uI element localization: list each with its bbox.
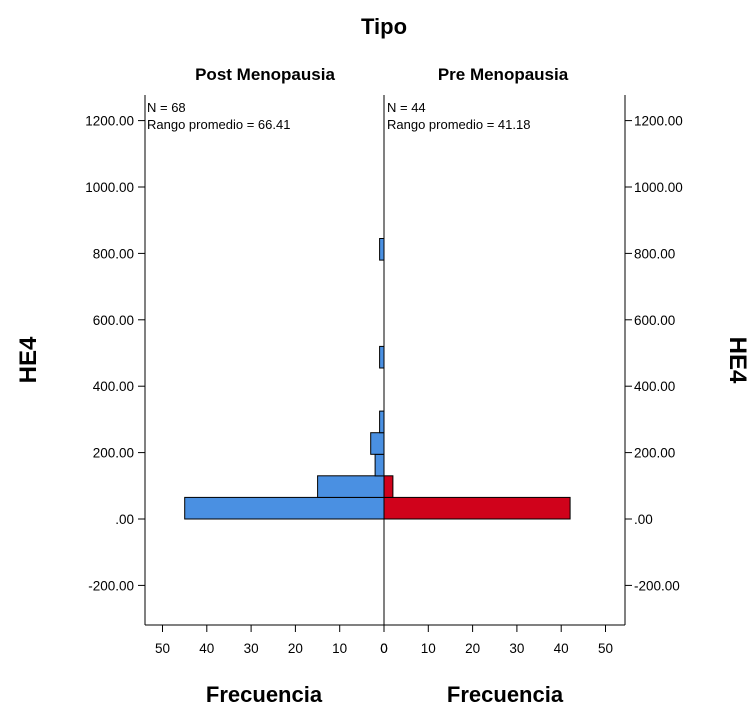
y-tick-label-right-1: .00 [634,512,653,527]
stat-n-left: N = 68 [147,100,186,115]
chart-title: Tipo [361,14,407,39]
y-tick-label-right-5: 800.00 [634,246,675,261]
stat-rank-left: Rango promedio = 66.41 [147,117,290,132]
y-tick-label-left-2: 200.00 [93,446,134,461]
y-tick-label-right-2: 200.00 [634,446,675,461]
bar-post-menopausia-3 [370,432,385,455]
bar-post-menopausia-6 [379,238,385,261]
y-axis-label-right: HE4 [724,337,751,384]
x-tick-label-left-2: 30 [244,641,259,656]
x-tick-label-right-4: 10 [421,641,436,656]
x-tick-label-left-4: 10 [332,641,347,656]
y-tick-label-left-0: -200.00 [88,578,134,593]
x-tick-label-left-1: 40 [199,641,214,656]
x-ticks-right: 50 40 30 20 10 0 [380,625,613,656]
x-axis-label-left: Frecuencia [206,682,323,707]
y-tick-label-left-7: 1200.00 [85,114,134,129]
x-tick-label-right-1: 40 [554,641,569,656]
bar-post-menopausia-5 [379,345,385,369]
y-tick-label-left-5: 800.00 [93,246,134,261]
bar-pre-menopausia-1 [383,475,394,498]
x-tick-label-left-5: 0 [380,641,388,656]
group-label-left: Post Menopausia [195,65,335,84]
y-tick-label-left-3: 400.00 [93,379,134,394]
y-tick-label-right-4: 600.00 [634,313,675,328]
bar-post-menopausia-1 [317,475,385,498]
y-ticks-right: -200.00 .00 200.00 400.00 600.00 800.00 1000.0… [625,114,683,593]
stat-n-right: N = 44 [387,100,426,115]
x-tick-label-right-3: 20 [465,641,480,656]
x-axis-label-right: Frecuencia [447,682,564,707]
stat-rank-right: Rango promedio = 41.18 [387,117,530,132]
y-tick-label-right-6: 1000.00 [634,180,683,195]
bars-post-menopausia [184,238,385,520]
y-tick-label-right-3: 400.00 [634,379,675,394]
y-axis-label-left: HE4 [15,336,42,383]
y-tick-label-right-0: -200.00 [634,578,680,593]
y-tick-label-left-4: 600.00 [93,313,134,328]
bar-pre-menopausia-0 [383,496,571,520]
y-tick-label-left-6: 1000.00 [85,180,134,195]
x-tick-label-right-5: 0 [380,641,388,656]
bar-post-menopausia-4 [379,410,385,434]
x-ticks-left: 50 40 30 20 10 0 [155,625,388,656]
y-tick-label-right-7: 1200.00 [634,114,683,129]
x-tick-label-right-2: 30 [509,641,524,656]
x-tick-label-right-0: 50 [598,641,613,656]
y-ticks-left: -200.00 .00 200.00 400.00 600.00 800.00 1000.0… [85,114,145,593]
group-label-right: Pre Menopausia [438,65,569,84]
bar-post-menopausia-0 [184,496,385,520]
plot-frame [144,95,626,626]
bar-post-menopausia-2 [374,453,385,477]
x-tick-label-left-3: 20 [288,641,303,656]
y-tick-label-left-1: .00 [115,512,134,527]
x-tick-label-left-0: 50 [155,641,170,656]
bars-pre-menopausia [383,475,571,520]
